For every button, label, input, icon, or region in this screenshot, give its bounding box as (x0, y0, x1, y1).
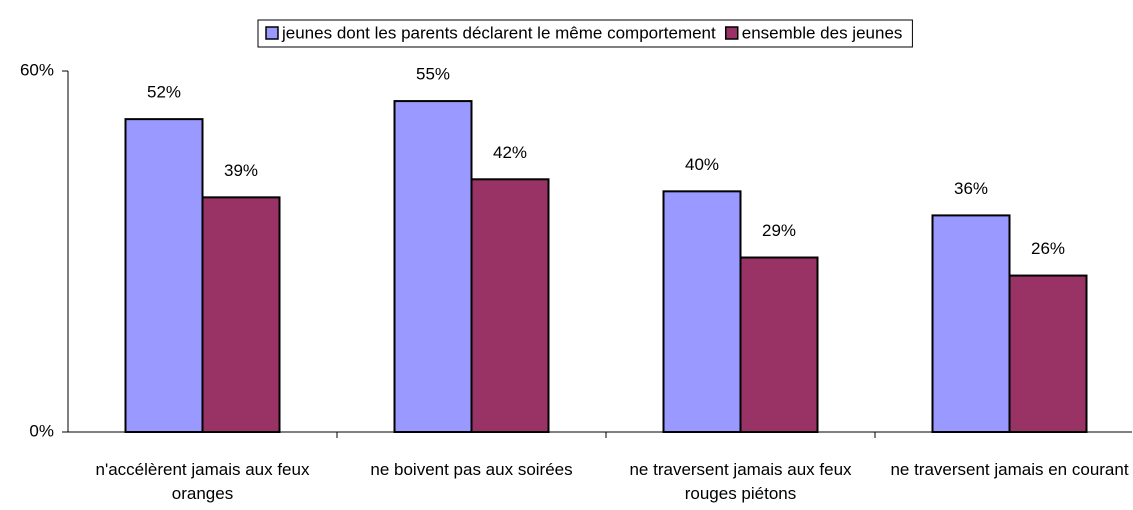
data-label: 26% (1031, 239, 1065, 258)
y-tick-label: 0% (29, 421, 54, 440)
legend-swatch (724, 26, 739, 40)
legend-label: jeunes dont les parents déclarent le mêm… (281, 23, 716, 42)
bar (1008, 274, 1088, 434)
x-tick-label: ne traversent jamais en courant (890, 460, 1129, 479)
y-tick-label: 60% (20, 60, 54, 79)
data-label: 40% (685, 155, 719, 174)
x-tick-label: n'accélèrent jamais aux feux oranges (95, 460, 310, 503)
data-label: 36% (954, 179, 988, 198)
bar (470, 178, 550, 433)
data-label: 55% (416, 65, 450, 84)
bar (739, 256, 819, 433)
bar (393, 100, 473, 433)
bar (931, 214, 1011, 433)
x-tick-label: ne traversent jamais aux feux rouges pié… (629, 460, 852, 503)
data-label: 42% (493, 143, 527, 162)
data-label: 52% (147, 83, 181, 102)
bar (124, 118, 204, 433)
bar (662, 190, 742, 433)
legend-box (257, 19, 913, 48)
data-label: 39% (224, 161, 258, 180)
data-label: 29% (762, 221, 796, 240)
legend-swatch (265, 26, 279, 40)
bar (201, 196, 281, 433)
legend-label: ensemble des jeunes (742, 23, 903, 42)
x-tick-label: ne boivent pas aux soirées (370, 460, 573, 479)
